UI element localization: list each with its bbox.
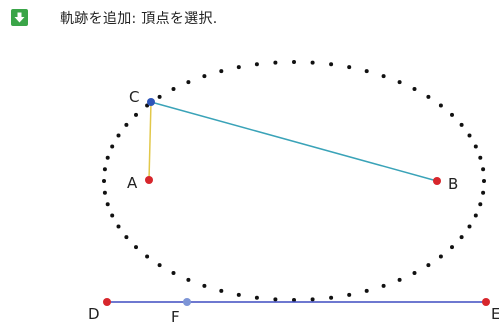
locus-dot: [202, 283, 207, 288]
locus-dot: [473, 213, 478, 218]
locus-dot: [329, 295, 334, 300]
locus-dot: [116, 224, 121, 229]
locus-dot: [102, 167, 107, 172]
locus-dot: [397, 277, 402, 282]
locus-dot: [145, 254, 150, 259]
locus-dot: [347, 292, 352, 297]
locus-dot: [202, 74, 207, 79]
locus-dot: [329, 62, 334, 67]
locus-dot: [482, 179, 486, 183]
locus-dot: [124, 122, 129, 127]
locus-dot: [157, 263, 162, 268]
point-b[interactable]: [433, 177, 441, 185]
locus-dot: [459, 122, 464, 127]
locus-dot: [105, 155, 110, 160]
locus-dot: [347, 65, 352, 70]
locus-dot: [412, 271, 417, 275]
locus-dot: [171, 271, 176, 275]
locus-dot: [273, 60, 278, 65]
locus-dot: [467, 224, 472, 229]
label-b: B: [448, 175, 458, 193]
locus-dot: [426, 263, 431, 268]
locus-dot: [102, 190, 107, 195]
locus-dot: [110, 213, 115, 218]
locus-dot: [459, 235, 464, 240]
point-e[interactable]: [482, 298, 490, 306]
locus-dot: [397, 80, 402, 85]
locus-dot: [481, 190, 486, 195]
locus-dot: [473, 144, 478, 149]
locus-dot: [364, 69, 369, 74]
locus-dot: [310, 60, 315, 65]
locus-dot: [450, 245, 454, 250]
locus-dot: [481, 167, 486, 172]
locus-dot: [186, 80, 191, 85]
segment-ac[interactable]: [148, 101, 152, 181]
locus-dot: [292, 60, 296, 64]
arrow-down-icon: [14, 12, 25, 23]
locus-dot: [171, 87, 176, 91]
label-f: F: [171, 308, 180, 323]
locus-dot: [105, 202, 110, 207]
toolbar: 軌跡を追加: 頂点を選択.: [0, 0, 499, 34]
locus-dot: [254, 62, 259, 67]
locus-dot: [102, 179, 106, 183]
locus-dot: [438, 254, 443, 259]
instruction-text: 軌跡を追加: 頂点を選択.: [60, 11, 218, 27]
geometry-canvas[interactable]: C A B D E F: [0, 34, 499, 323]
locus-dot: [236, 292, 241, 297]
locus-dotted-ellipse: [102, 60, 486, 302]
locus-dot: [426, 94, 431, 99]
locus-dot: [134, 245, 138, 250]
locus-dot: [273, 297, 278, 302]
locus-dot: [467, 133, 472, 138]
point-d[interactable]: [103, 298, 111, 306]
locus-dot: [219, 69, 224, 74]
locus-dot: [124, 235, 129, 240]
locus-dot: [219, 288, 224, 293]
locus-dot: [478, 202, 483, 207]
locus-dot: [412, 87, 417, 91]
locus-dot: [381, 74, 386, 79]
locus-dot: [381, 283, 386, 288]
locus-dot: [236, 65, 241, 70]
locus-tool-button[interactable]: [11, 9, 28, 26]
locus-dot: [478, 155, 483, 160]
locus-dot: [292, 298, 296, 302]
locus-dot: [450, 112, 454, 117]
locus-dot: [364, 288, 369, 293]
locus-dot: [254, 295, 259, 300]
point-c[interactable]: [147, 98, 155, 106]
locus-dot: [310, 297, 315, 302]
label-a: A: [127, 174, 138, 192]
label-d: D: [88, 305, 100, 323]
point-a[interactable]: [145, 176, 153, 184]
label-e: E: [491, 305, 499, 323]
label-c: C: [129, 88, 139, 106]
locus-dot: [157, 94, 162, 99]
point-f[interactable]: [183, 298, 191, 306]
locus-dot: [116, 133, 121, 138]
locus-dot: [134, 112, 138, 117]
locus-dot: [186, 277, 191, 282]
segment-cb[interactable]: [150, 101, 438, 182]
locus-dot: [438, 103, 443, 108]
locus-dot: [110, 144, 115, 149]
